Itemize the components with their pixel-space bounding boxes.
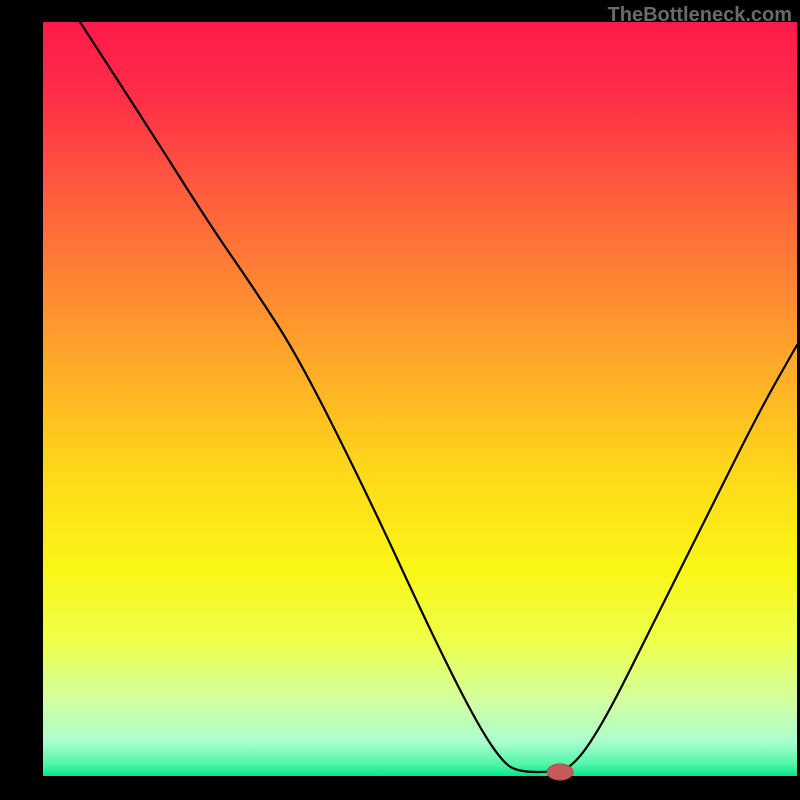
optimal-point-marker <box>547 764 573 780</box>
chart-container: TheBottleneck.com <box>0 0 800 800</box>
plot-background <box>43 22 797 776</box>
bottleneck-chart <box>0 0 800 800</box>
